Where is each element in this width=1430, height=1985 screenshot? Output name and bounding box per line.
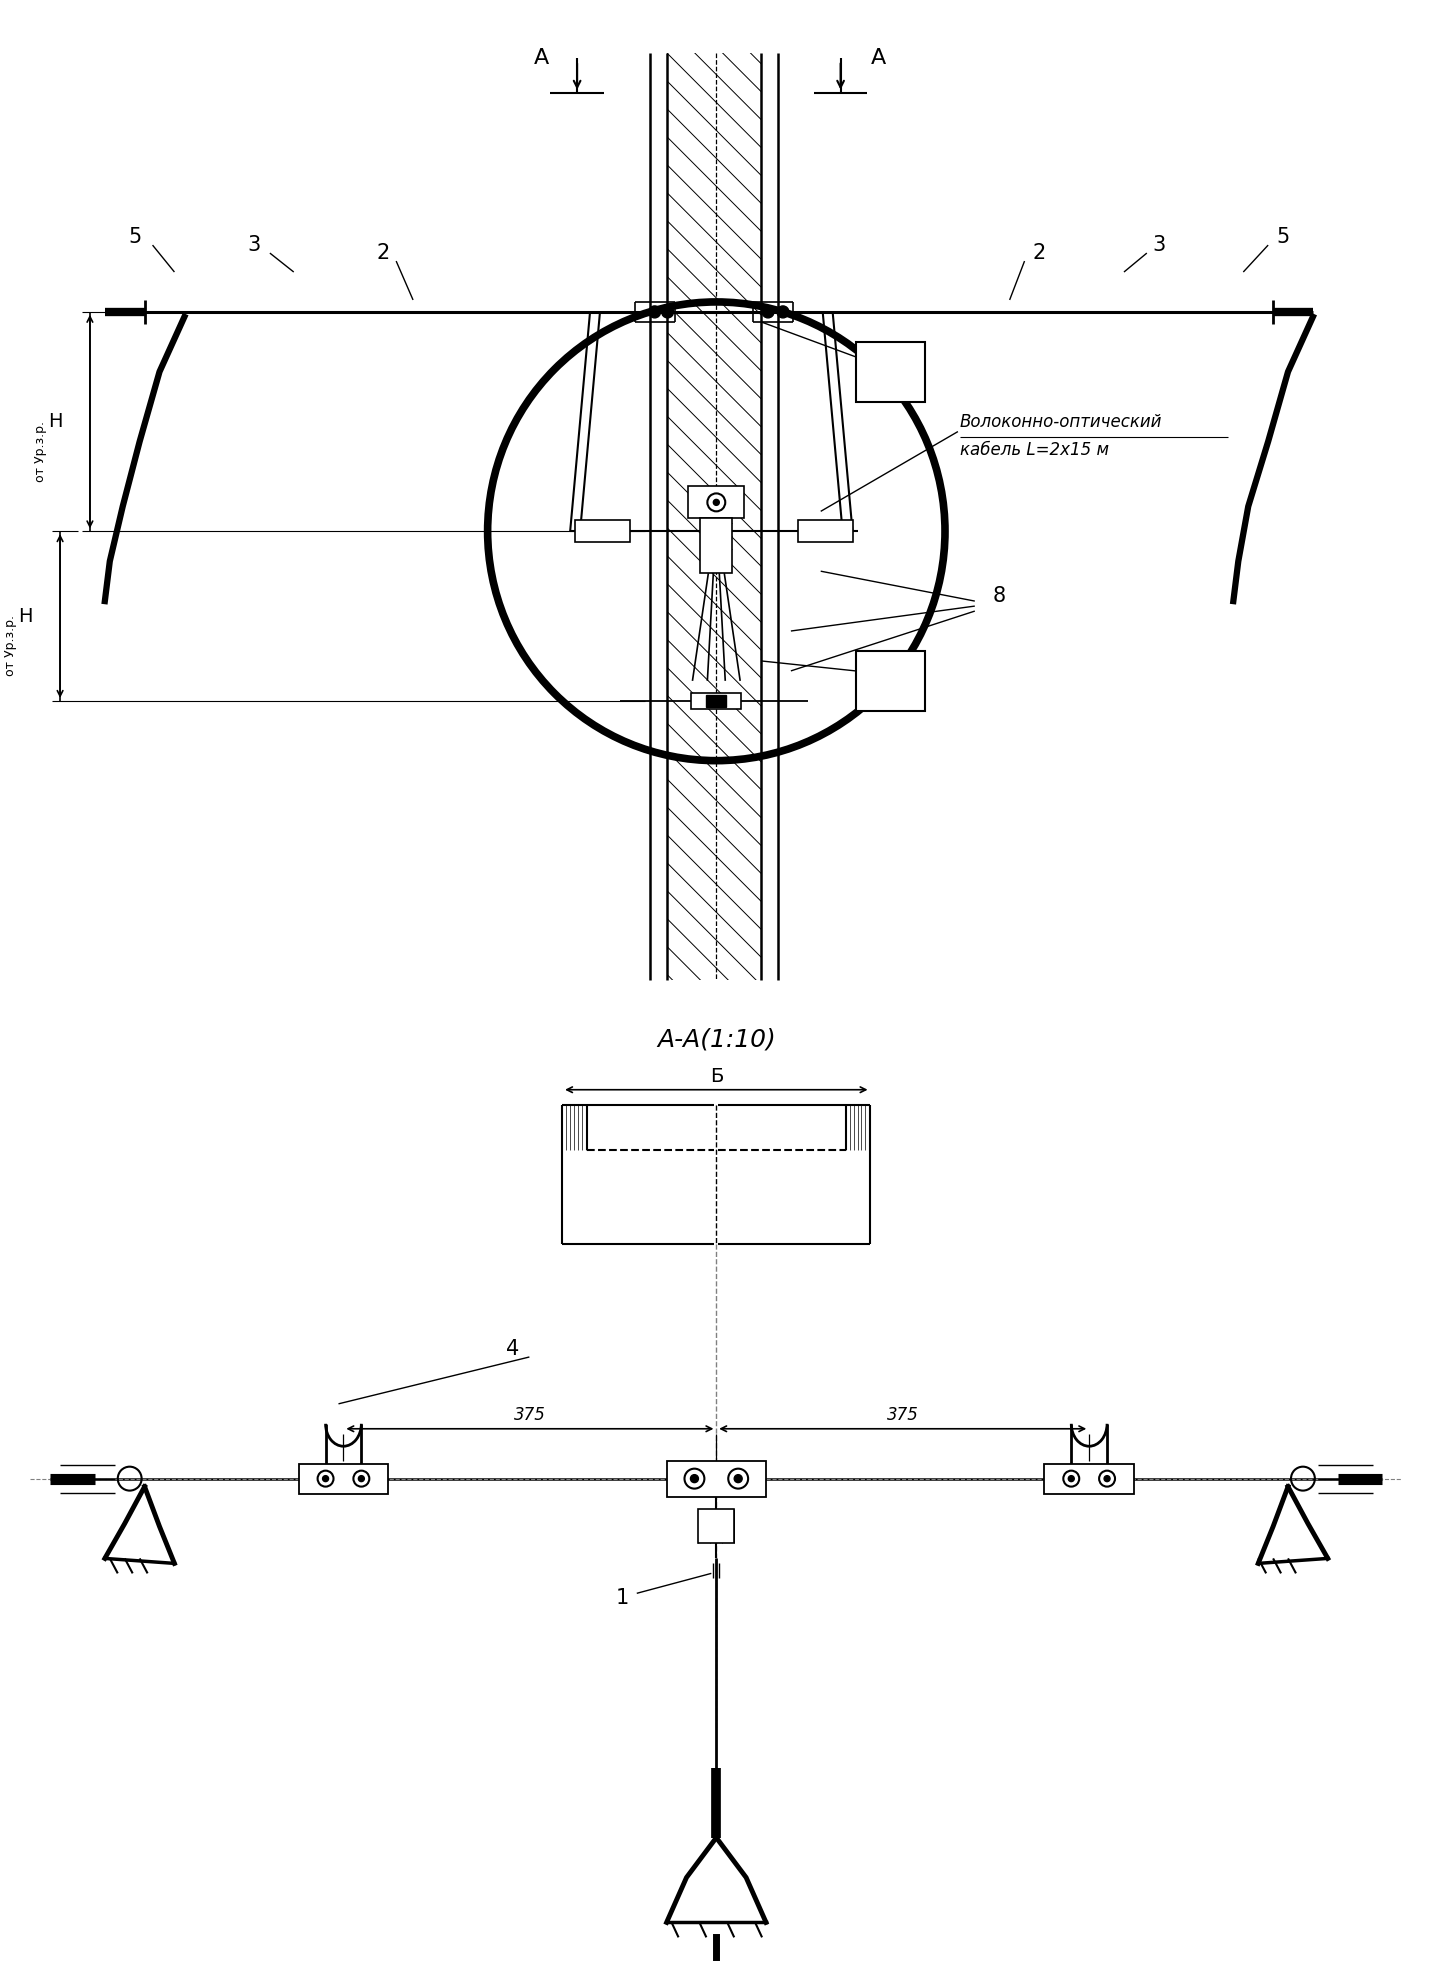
Text: 6: 6 bbox=[885, 345, 897, 363]
Text: 3: 3 bbox=[247, 234, 260, 256]
Text: Волоконно-оптический: Волоконно-оптический bbox=[960, 413, 1163, 431]
Circle shape bbox=[1104, 1475, 1110, 1481]
Bar bbox=[706, 695, 726, 707]
Circle shape bbox=[762, 306, 774, 318]
Circle shape bbox=[662, 306, 674, 318]
Bar bbox=[798, 520, 852, 542]
Text: А-А(1:10): А-А(1:10) bbox=[656, 1028, 775, 1052]
Text: 7: 7 bbox=[885, 689, 897, 707]
Bar bbox=[701, 518, 732, 574]
Text: 4: 4 bbox=[506, 1340, 519, 1360]
Text: от Ур.з.р.: от Ур.з.р. bbox=[4, 615, 17, 677]
Text: 6: 6 bbox=[885, 655, 897, 673]
Bar bbox=[855, 651, 925, 711]
Circle shape bbox=[1068, 1475, 1074, 1481]
Circle shape bbox=[691, 1475, 698, 1483]
Circle shape bbox=[714, 500, 719, 506]
Bar bbox=[299, 1463, 388, 1493]
Text: кабель L=2x15 м: кабель L=2x15 м bbox=[960, 441, 1108, 459]
Text: 1: 1 bbox=[615, 1588, 628, 1608]
Bar bbox=[692, 693, 741, 709]
Text: Н: Н bbox=[19, 607, 33, 625]
Text: 375: 375 bbox=[887, 1405, 918, 1423]
Circle shape bbox=[323, 1475, 329, 1481]
Bar bbox=[1044, 1463, 1134, 1493]
Bar bbox=[575, 520, 629, 542]
Text: 5: 5 bbox=[129, 226, 142, 246]
Circle shape bbox=[649, 306, 661, 318]
Text: 2: 2 bbox=[1032, 242, 1047, 264]
Text: 7: 7 bbox=[885, 379, 897, 397]
Text: А: А bbox=[871, 48, 885, 67]
Bar bbox=[688, 486, 744, 518]
Text: от Ур.з.р.: от Ур.з.р. bbox=[34, 421, 47, 482]
Text: А: А bbox=[533, 48, 549, 67]
Bar bbox=[666, 54, 761, 981]
Text: 375: 375 bbox=[513, 1405, 546, 1423]
Text: 8: 8 bbox=[992, 586, 1007, 605]
Text: 2: 2 bbox=[376, 242, 390, 264]
Bar bbox=[855, 341, 925, 401]
Text: 5: 5 bbox=[1277, 226, 1290, 246]
Circle shape bbox=[734, 1475, 742, 1483]
Text: 3: 3 bbox=[1153, 234, 1165, 256]
Bar bbox=[698, 1509, 734, 1544]
Text: Н: Н bbox=[47, 413, 63, 431]
Circle shape bbox=[359, 1475, 365, 1481]
Circle shape bbox=[776, 306, 789, 318]
Text: Б: Б bbox=[709, 1068, 724, 1086]
Bar bbox=[666, 1461, 766, 1497]
